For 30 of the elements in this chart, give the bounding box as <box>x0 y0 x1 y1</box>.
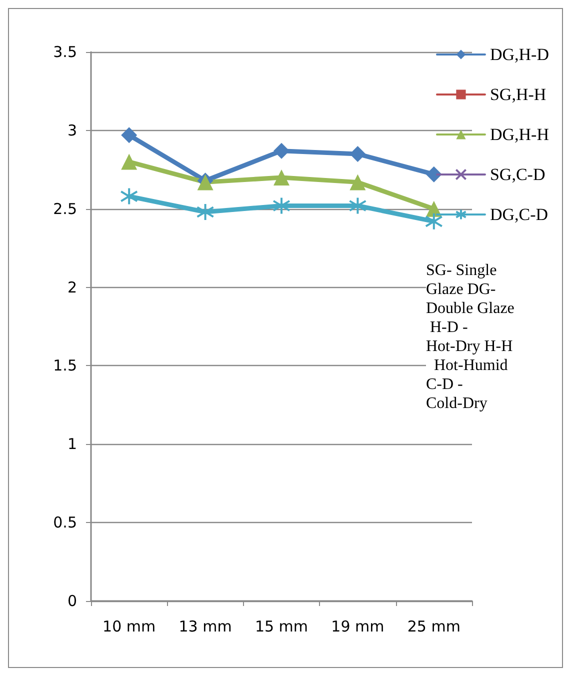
x-tick-label: 15 mm <box>254 618 308 636</box>
y-tick-label: 1 <box>67 435 77 454</box>
annotation: SG- Single Glaze DG- Double Glaze H-D - Hot-Dry H-H Hot-Humid C-D - Cold-Dry <box>426 262 517 412</box>
point <box>272 196 290 215</box>
y-tick-label: 0 <box>67 592 77 610</box>
y-tick-label: 3.5 <box>53 43 77 61</box>
point <box>426 166 442 182</box>
point <box>121 127 138 144</box>
point <box>348 196 367 215</box>
legend-label: SG,C-D <box>490 165 546 184</box>
legend-label: DG,H-D <box>490 45 550 64</box>
point <box>121 154 138 170</box>
x-tick-label: 13 mm <box>178 618 232 636</box>
point <box>120 187 138 206</box>
legend-label: SG,H-H <box>490 85 546 104</box>
point <box>274 142 290 159</box>
y-tick-label: 2.5 <box>53 200 77 218</box>
y-tick-label: 3 <box>67 121 77 140</box>
point <box>274 169 290 186</box>
x-tick-label: 25 mm <box>407 618 460 636</box>
y-tick-label: 0.5 <box>53 514 77 532</box>
point <box>350 174 366 190</box>
x-tick-label: 19 mm <box>331 618 384 636</box>
y-tick-label: 1.5 <box>53 356 77 375</box>
point <box>196 202 214 221</box>
point <box>350 146 366 162</box>
y-tick-label: 2 <box>67 278 77 296</box>
x-tick-label: 10 mm <box>102 618 156 636</box>
legend-label: DG,H-H <box>490 125 550 144</box>
legend-label: DG,C-D <box>490 205 548 224</box>
